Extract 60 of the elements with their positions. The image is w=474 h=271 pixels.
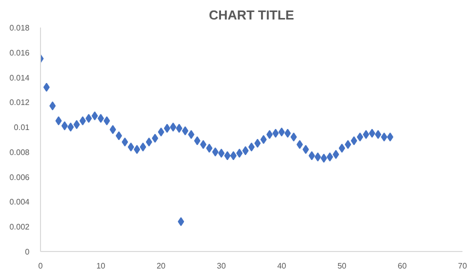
- point: [266, 130, 273, 140]
- x-tick-label: 70: [458, 262, 468, 270]
- point: [350, 136, 358, 146]
- point: [61, 121, 68, 130]
- point: [170, 122, 176, 132]
- point: [320, 154, 328, 163]
- point: [55, 116, 62, 126]
- point: [67, 122, 74, 132]
- point: [146, 137, 152, 146]
- y-tick-label: 0.004: [9, 198, 30, 207]
- point: [224, 151, 231, 160]
- point: [242, 146, 249, 156]
- point: [116, 131, 122, 140]
- y-tick-label: 0: [25, 248, 30, 256]
- chart-title: CHART TITLE: [208, 8, 294, 22]
- point: [344, 140, 352, 149]
- x-tick-label: 10: [96, 262, 106, 270]
- point: [332, 150, 340, 159]
- y-tick-label: 0.016: [9, 48, 30, 58]
- point: [43, 82, 50, 92]
- x-tick-label: 30: [216, 262, 226, 270]
- point: [152, 134, 158, 143]
- point: [134, 144, 140, 154]
- point: [122, 137, 128, 146]
- point: [326, 152, 334, 162]
- x-tick-label: 50: [337, 262, 347, 270]
- point: [128, 142, 134, 152]
- point: [158, 128, 164, 137]
- y-tick-label: 0.002: [9, 222, 30, 232]
- y-tick-label: 0.006: [9, 172, 30, 182]
- point: [254, 138, 261, 148]
- y-tick-label: 0.008: [9, 148, 30, 157]
- point: [368, 128, 376, 138]
- y-tick-label: 0.01: [14, 123, 30, 132]
- point: [356, 132, 364, 142]
- point: [272, 128, 279, 138]
- point: [374, 130, 382, 140]
- point: [248, 142, 255, 152]
- point: [260, 135, 267, 144]
- x-tick-label: 0: [38, 262, 44, 270]
- point: [176, 124, 182, 133]
- point: [278, 128, 285, 137]
- point: [236, 148, 243, 158]
- x-tick-label: 40: [277, 262, 287, 270]
- point: [140, 142, 146, 152]
- y-tick-label: 0.014: [9, 73, 30, 82]
- point: [230, 151, 237, 160]
- point: [110, 125, 116, 134]
- y-tick-label: 0.018: [9, 24, 30, 32]
- y-tick-label: 0.012: [9, 98, 30, 108]
- point: [178, 217, 184, 226]
- point: [218, 148, 225, 158]
- point: [338, 144, 346, 153]
- x-tick-label: 60: [398, 262, 408, 270]
- point: [362, 130, 370, 140]
- x-tick-label: 20: [156, 262, 166, 270]
- point: [164, 124, 170, 133]
- point: [380, 132, 388, 142]
- point: [386, 132, 394, 142]
- point: [49, 101, 56, 110]
